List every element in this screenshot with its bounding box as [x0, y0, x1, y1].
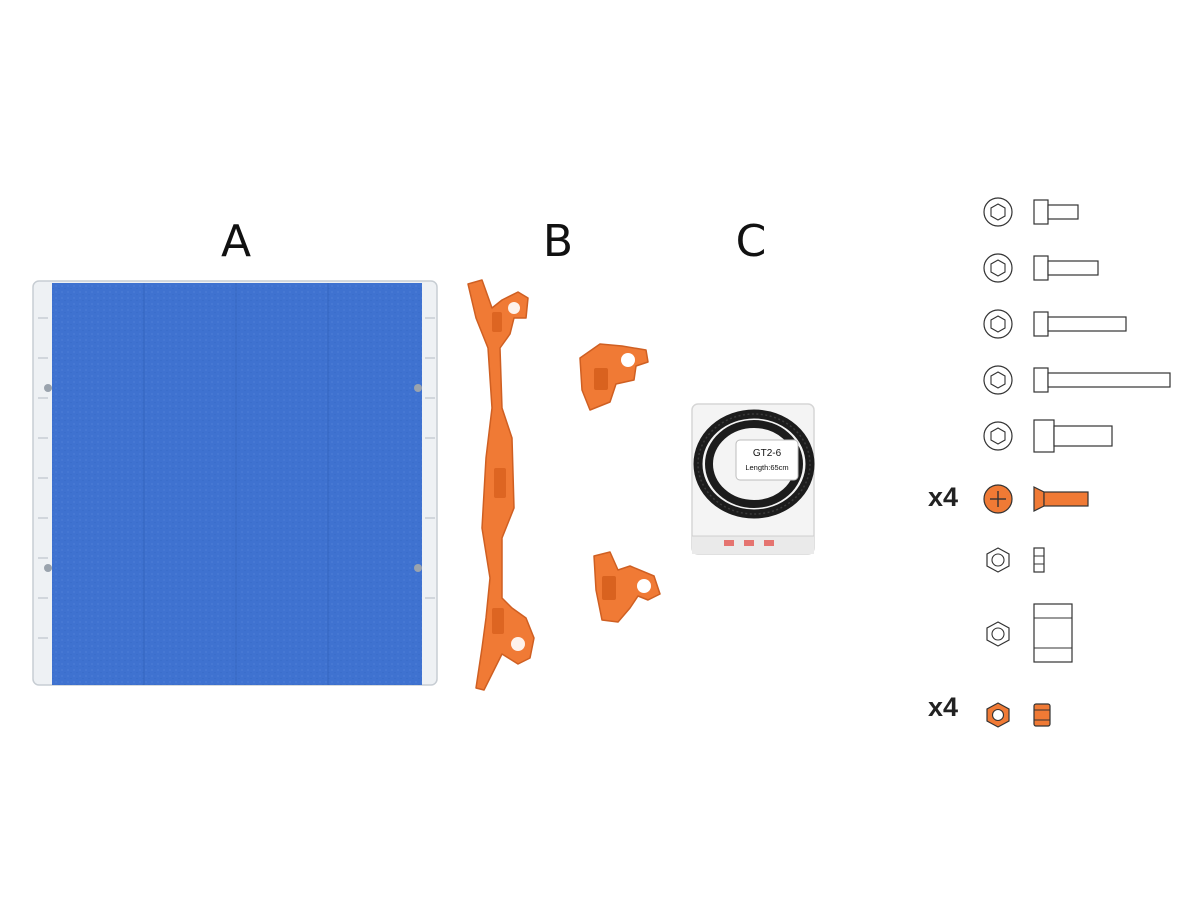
belt-title: GT2-6	[753, 448, 782, 459]
part-a-bed-plate	[32, 280, 438, 686]
part-a-label: A	[220, 216, 252, 267]
quantity-label: x4	[928, 482, 959, 512]
clip-screw	[44, 384, 52, 392]
part-b-clip-lower	[593, 551, 661, 623]
socket-head-screw-icon	[983, 197, 1079, 227]
belt-length: Length:65cm	[745, 463, 788, 472]
clip-screw	[414, 384, 422, 392]
socket-head-screw-icon	[983, 253, 1099, 283]
blue-tape	[52, 283, 422, 685]
coupling-nut-icon	[986, 603, 1073, 663]
socket-head-screw-icon	[983, 419, 1113, 453]
socket-head-screw-icon	[983, 309, 1127, 339]
part-b-long-bracket	[467, 279, 535, 691]
part-b-label: B	[542, 216, 574, 267]
countersunk-phillips-screw-icon	[983, 484, 1089, 514]
clip-screw	[414, 564, 422, 572]
belt-coil	[693, 409, 815, 519]
part-c-label: C	[735, 216, 767, 267]
hex-nut-icon	[986, 702, 1051, 728]
belt-label-sticker	[735, 439, 799, 481]
part-b-clip-upper	[579, 343, 649, 411]
part-c-belt-bag: GT2-6 Length:65cm	[691, 403, 815, 555]
socket-head-screw-icon	[983, 365, 1171, 395]
hex-nut-icon	[986, 547, 1045, 573]
quantity-label: x4	[928, 692, 959, 722]
clip-screw	[44, 564, 52, 572]
